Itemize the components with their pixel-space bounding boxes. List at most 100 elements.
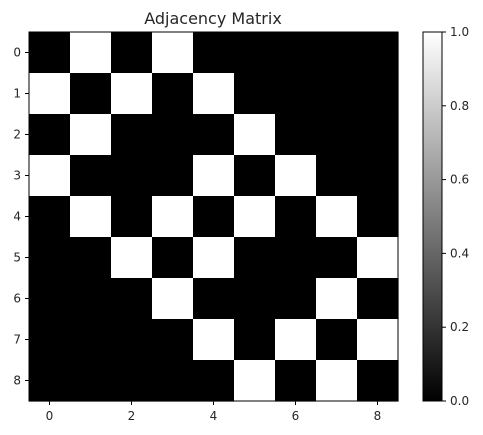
heatmap-cell	[111, 278, 153, 320]
heatmap-cell	[111, 32, 153, 74]
heatmap-cell	[193, 114, 235, 156]
heatmap-cell	[111, 73, 153, 115]
heatmap-cell	[152, 32, 194, 74]
heatmap-cell	[234, 319, 276, 361]
heatmap-cell	[234, 114, 276, 156]
heatmap-cell	[152, 73, 194, 115]
x-tick-label: 0	[46, 409, 54, 423]
y-tick-label: 6	[13, 292, 21, 306]
heatmap-cell	[275, 237, 317, 279]
colorbar-tick-label: 0.2	[450, 320, 469, 334]
heatmap-cell	[70, 196, 112, 238]
y-tick-label: 3	[13, 169, 21, 183]
chart-title: Adjacency Matrix	[144, 9, 282, 28]
y-tick-label: 4	[13, 210, 21, 224]
y-axis: 0 1 2 3 4 5 6 7 8	[13, 46, 29, 388]
heatmap-cell	[234, 32, 276, 74]
heatmap-cell	[275, 196, 317, 238]
heatmap-cell	[357, 360, 399, 402]
heatmap-cell	[111, 360, 153, 402]
heatmap-cell	[70, 32, 112, 74]
colorbar-tick-label: 0.4	[450, 246, 469, 260]
heatmap-cell	[234, 73, 276, 115]
heatmap-cell	[357, 237, 399, 279]
heatmap-cell	[152, 155, 194, 197]
colorbar-tick-label: 0.6	[450, 173, 469, 187]
heatmap-cell	[193, 196, 235, 238]
heatmap-cell	[29, 114, 71, 156]
heatmap-cell	[70, 73, 112, 115]
heatmap-cell	[70, 319, 112, 361]
heatmap-cell	[152, 196, 194, 238]
heatmap-cell	[193, 237, 235, 279]
heatmap-cell	[152, 278, 194, 320]
x-tick-label: 6	[292, 409, 300, 423]
heatmap-cell	[357, 319, 399, 361]
heatmap-cell	[316, 32, 358, 74]
heatmap-cell	[275, 32, 317, 74]
heatmap-cell	[357, 114, 399, 156]
heatmap-cell	[70, 114, 112, 156]
heatmap-cell	[316, 319, 358, 361]
heatmap-cell	[275, 278, 317, 320]
heatmap-cell	[111, 237, 153, 279]
heatmap-cell	[357, 196, 399, 238]
heatmap-cell	[357, 278, 399, 320]
heatmap-cell	[316, 114, 358, 156]
heatmap-cell	[29, 73, 71, 115]
heatmap-cell	[70, 278, 112, 320]
heatmap-cell	[193, 155, 235, 197]
heatmap-cell	[193, 73, 235, 115]
heatmap-cell	[111, 196, 153, 238]
heatmap-cell	[316, 155, 358, 197]
heatmap-cell	[152, 360, 194, 402]
heatmap-cell	[111, 114, 153, 156]
heatmap-cell	[234, 155, 276, 197]
heatmap-cell	[111, 155, 153, 197]
x-tick-label: 4	[210, 409, 218, 423]
heatmap-cell	[275, 155, 317, 197]
y-tick-label: 1	[13, 87, 21, 101]
heatmap-cell	[29, 319, 71, 361]
heatmap-cell	[29, 278, 71, 320]
heatmap-cell	[193, 32, 235, 74]
heatmap-cell	[70, 155, 112, 197]
heatmap-cell	[275, 319, 317, 361]
colorbar	[422, 31, 443, 402]
heatmap-cell	[29, 32, 71, 74]
heatmap-cell	[316, 196, 358, 238]
heatmap-cell	[275, 360, 317, 402]
heatmap-cell	[357, 32, 399, 74]
x-tick-label: 8	[374, 409, 382, 423]
y-tick-label: 8	[13, 374, 21, 388]
heatmap-cell	[29, 155, 71, 197]
heatmap-cell	[29, 196, 71, 238]
heatmap-cell	[193, 278, 235, 320]
y-tick-label: 2	[13, 128, 21, 142]
heatmap-cell	[234, 196, 276, 238]
y-tick-label: 5	[13, 251, 21, 265]
colorbar-axis: 0.0 0.2 0.4 0.6 0.8 1.0	[442, 25, 469, 408]
heatmap-cell	[193, 360, 235, 402]
colorbar-tick-label: 0.8	[450, 99, 469, 113]
heatmap-cells	[29, 32, 399, 402]
heatmap-cell	[152, 319, 194, 361]
heatmap-cell	[316, 278, 358, 320]
x-tick-label: 2	[128, 409, 136, 423]
heatmap-cell	[316, 237, 358, 279]
heatmap-cell	[70, 360, 112, 402]
heatmap-cell	[234, 237, 276, 279]
heatmap-cell	[275, 73, 317, 115]
y-tick-label: 7	[13, 333, 21, 347]
colorbar-tick-label: 1.0	[450, 25, 469, 39]
y-tick-label: 0	[13, 46, 21, 60]
colorbar-tick-label: 0.0	[450, 394, 469, 408]
heatmap-cell	[357, 155, 399, 197]
heatmap-cell	[111, 319, 153, 361]
heatmap-cell	[357, 73, 399, 115]
heatmap-cell	[234, 278, 276, 320]
heatmap-cell	[234, 360, 276, 402]
heatmap-cell	[316, 360, 358, 402]
heatmap-cell	[70, 237, 112, 279]
